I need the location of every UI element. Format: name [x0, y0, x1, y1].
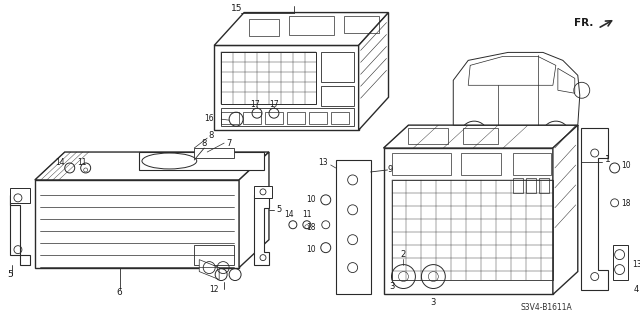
Text: 17: 17 — [269, 100, 279, 109]
Polygon shape — [214, 12, 388, 45]
Polygon shape — [612, 245, 628, 279]
Bar — [221, 112, 239, 124]
Text: 10: 10 — [621, 161, 630, 170]
Bar — [287, 112, 305, 124]
Text: 11: 11 — [302, 210, 312, 219]
Bar — [195, 245, 234, 264]
Bar — [10, 188, 30, 203]
Polygon shape — [553, 125, 578, 294]
Circle shape — [542, 121, 570, 149]
Text: 2: 2 — [401, 250, 406, 259]
Polygon shape — [383, 148, 553, 294]
Text: 15: 15 — [231, 4, 243, 13]
Bar — [221, 52, 316, 104]
Text: 5: 5 — [276, 205, 282, 214]
Text: 13: 13 — [632, 260, 640, 269]
Bar — [321, 86, 354, 106]
Bar — [539, 178, 549, 193]
Text: 3: 3 — [431, 298, 436, 307]
Text: 1: 1 — [605, 155, 611, 165]
Text: 16: 16 — [205, 114, 214, 123]
Polygon shape — [10, 195, 30, 264]
Bar — [331, 112, 349, 124]
Bar — [254, 186, 272, 198]
Text: 18: 18 — [307, 223, 316, 232]
Bar — [249, 19, 279, 36]
Bar — [243, 112, 261, 124]
Text: 10: 10 — [306, 195, 316, 204]
Text: 6: 6 — [116, 288, 122, 297]
Bar — [309, 112, 327, 124]
Text: 5: 5 — [7, 270, 13, 279]
Bar — [344, 16, 378, 33]
Text: 8: 8 — [209, 130, 214, 140]
Bar — [513, 153, 551, 175]
Bar — [265, 112, 283, 124]
Bar — [513, 178, 523, 193]
Polygon shape — [580, 128, 607, 290]
Polygon shape — [214, 45, 358, 130]
Text: 4: 4 — [634, 285, 639, 294]
Bar — [463, 128, 498, 144]
Circle shape — [460, 121, 488, 149]
Text: 17: 17 — [250, 100, 260, 109]
Bar — [526, 178, 536, 193]
Polygon shape — [336, 160, 371, 294]
Text: 18: 18 — [621, 199, 630, 208]
Ellipse shape — [142, 153, 196, 169]
Bar — [392, 153, 451, 175]
Bar — [289, 16, 333, 35]
Polygon shape — [358, 12, 388, 130]
Text: 11: 11 — [77, 159, 86, 167]
Polygon shape — [239, 152, 269, 268]
Text: 10: 10 — [306, 245, 316, 254]
Text: 12: 12 — [209, 285, 219, 294]
Text: 9: 9 — [388, 166, 393, 174]
Text: 3: 3 — [389, 282, 394, 291]
Bar — [392, 180, 553, 279]
Text: 13: 13 — [318, 159, 328, 167]
Text: 14: 14 — [55, 159, 65, 167]
Polygon shape — [35, 152, 269, 180]
Polygon shape — [383, 125, 578, 148]
Text: S3V4-B1611A: S3V4-B1611A — [520, 303, 572, 312]
Polygon shape — [35, 180, 239, 268]
Bar — [221, 108, 354, 126]
Polygon shape — [558, 68, 575, 93]
Bar — [321, 52, 354, 82]
Polygon shape — [448, 52, 580, 138]
Text: 8: 8 — [202, 138, 207, 148]
Text: 7: 7 — [227, 138, 232, 148]
Polygon shape — [254, 195, 269, 264]
Polygon shape — [468, 56, 556, 85]
Text: FR.: FR. — [574, 18, 594, 27]
Polygon shape — [140, 152, 264, 170]
Polygon shape — [199, 260, 219, 279]
Text: 14: 14 — [284, 210, 294, 219]
Bar — [461, 153, 501, 175]
Bar — [195, 148, 234, 158]
Bar — [408, 128, 448, 144]
